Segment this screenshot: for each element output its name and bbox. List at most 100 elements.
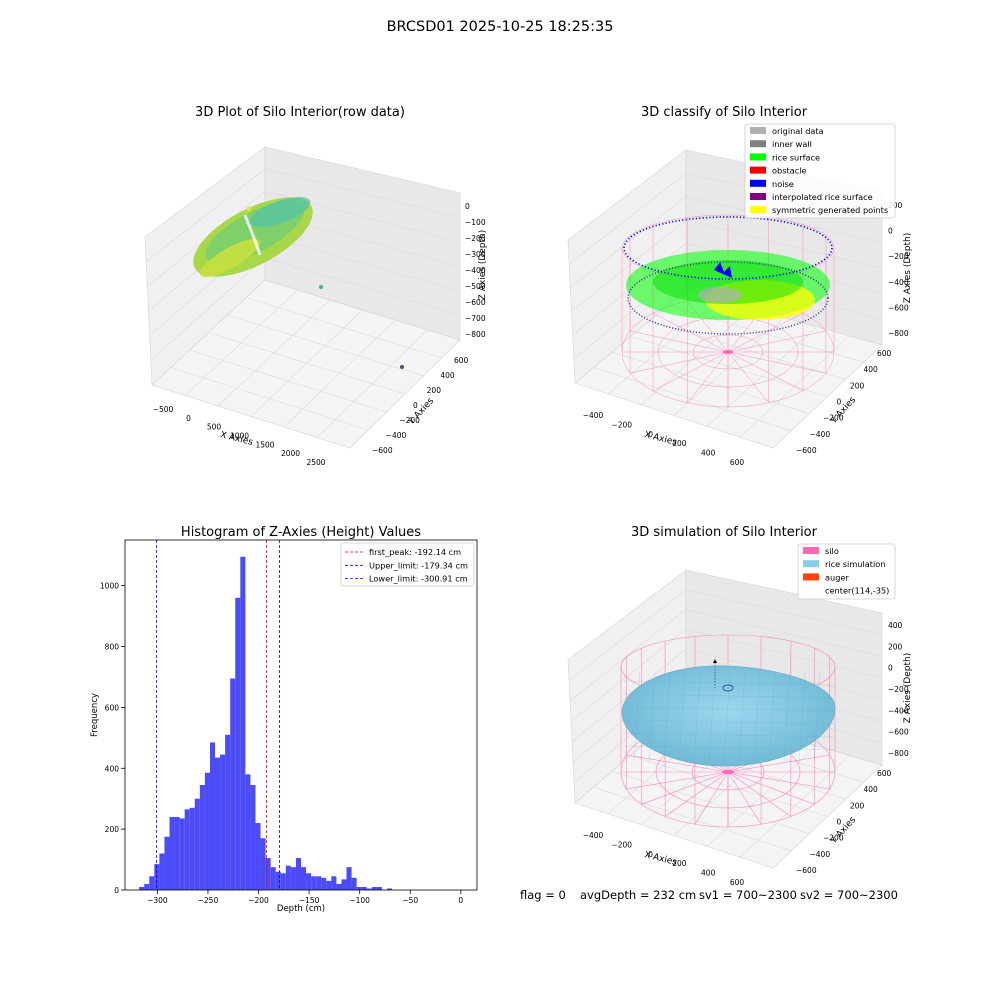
x-tick-label: −300 [147,896,168,905]
histogram-bar [194,798,200,890]
classify-y-ticks: 600 400 200 0 −200 −400 −600 [796,349,892,455]
gridline [246,297,442,359]
y-tick-label: 600 [105,703,120,712]
raw-z-tick-label: −700 [465,314,486,323]
histogram-legend: first_peak: -192.14 cm Upper_limit: -179.… [340,542,475,587]
gridline [593,786,792,852]
raw-x-tick-label: 1500 [255,440,274,449]
silo-floor-spoke [727,351,826,374]
raw-y-tick-label: 200 [427,386,442,395]
simulation-y-tick-label: −400 [810,850,831,859]
simulation-zlabel: Z Axies (Depth) [903,653,913,724]
legend-label: auger [825,572,849,582]
classify-y-tick-label: 200 [850,381,865,390]
legend-swatch [803,560,819,568]
raw-z-tick-label: −300 [465,250,486,259]
classify-y-tick-label: −600 [796,446,817,455]
histogram-bar [149,876,155,890]
histogram-bar [265,858,271,890]
y-tick-label: 200 [105,825,120,834]
classify-title: 3D classify of Silo Interior [641,105,808,120]
histogram-bar [356,886,362,890]
gridline [150,257,266,361]
legend-swatch [803,573,819,581]
raw-x-tick-label: 2000 [281,449,300,458]
raw-z-tick-label: −200 [465,234,486,243]
histogram-bar [316,876,322,890]
histogram-bar [311,876,317,890]
histogram-bar [164,836,170,890]
simulation-rice-surface [621,659,836,774]
simulation-z-tick-label: −600 [888,728,909,737]
histogram-bar [235,597,241,890]
classify-x-tick-label: 600 [730,458,745,467]
status-sv1: sv1 = 700~2300 [699,888,797,902]
legend-label: original data [772,126,824,136]
legend-swatch [750,127,766,134]
classify-z-tick-label: −200 [888,252,909,261]
panel-simulation-3d: 3D simulation of Silo Interior −400 −200 0… [567,525,913,887]
raw-point-cloud [193,196,313,278]
rice-mesh-line [738,671,746,763]
classify-x-tick-label: −200 [611,420,632,429]
panel-raw-3d: 3D Plot of Silo Interior(row data) −5000… [144,105,488,467]
raw-z-tick-label: −100 [465,218,486,227]
legend-label: center(114,-35) [825,586,889,596]
legend-swatch [803,547,819,554]
histogram-bar [245,774,251,890]
silo-floor-spoke [630,351,729,374]
raw-y-ticks: 600 400 200 0 −200 −400 −600 [372,356,469,455]
classify-x-tick-label: 400 [701,449,716,458]
y-tick-label: 800 [105,643,120,652]
classify-y-tick-label: −400 [810,430,831,439]
histogram-bar [169,816,175,890]
raw-outlier-point-2 [400,365,404,369]
histogram-bar [280,873,286,890]
simulation-x-ticks: −400 −200 0 200 400 600 [583,831,745,887]
histogram-bar [321,877,327,890]
raw-outlier-point-1 [319,285,323,289]
raw-zlabel: Z Axies (Depth) [478,230,488,301]
rice-mesh-line [633,671,641,763]
histogram-bar [255,823,261,890]
raw-x-tick-label: 2500 [306,458,325,467]
x-tick-label: −100 [349,896,370,905]
rice-mesh-line [753,671,761,763]
legend-swatch [750,166,766,174]
silo-floor-spoke [652,351,729,392]
classify-z-tick-label: −600 [888,303,909,312]
classify-x-tick-label: −400 [583,411,604,420]
classify-x-ticks: −400 −200 0 200 400 600 [583,411,745,467]
silo-floor-spoke [727,771,815,805]
histogram-bar [159,853,165,890]
rice-mesh-line [768,671,776,763]
histogram-bar [204,772,210,890]
raw-y-tick-label: 0 [413,401,418,410]
raw-y-tick-label: 400 [440,371,455,380]
rice-mesh-line [623,680,835,686]
histogram-bar [290,867,296,890]
classify-z-tick-label: −800 [888,329,909,338]
classify-zlabel: Z Axies (Depth) [903,233,913,304]
histogram-x-ticks: −300 −250 −200 −150 −100 −50 0 [147,890,463,905]
histogram-bar [250,785,256,890]
status-flag: flag = 0 [520,888,566,902]
gridline [264,168,461,218]
simulation-z-tick-label: −400 [888,706,909,715]
gridline [264,235,461,292]
legend-label: Upper_limit: -179.34 cm [369,560,468,570]
simulation-y-tick-label: 600 [877,769,892,778]
raw-z-tick-label: −500 [465,282,486,291]
histogram-bar [240,556,246,890]
histogram-axes-frame [124,539,478,891]
gridline [189,349,387,413]
gridline [611,771,810,834]
rice-mesh-line [623,732,835,738]
x-tick-label: −250 [198,896,219,905]
gridline [570,196,687,288]
raw-x-tick-label: 1000 [230,432,249,441]
histogram-bar [199,785,205,890]
histogram-bar [225,734,231,890]
silo-floor-spoke [727,771,830,790]
legend-label: silo [825,546,839,556]
